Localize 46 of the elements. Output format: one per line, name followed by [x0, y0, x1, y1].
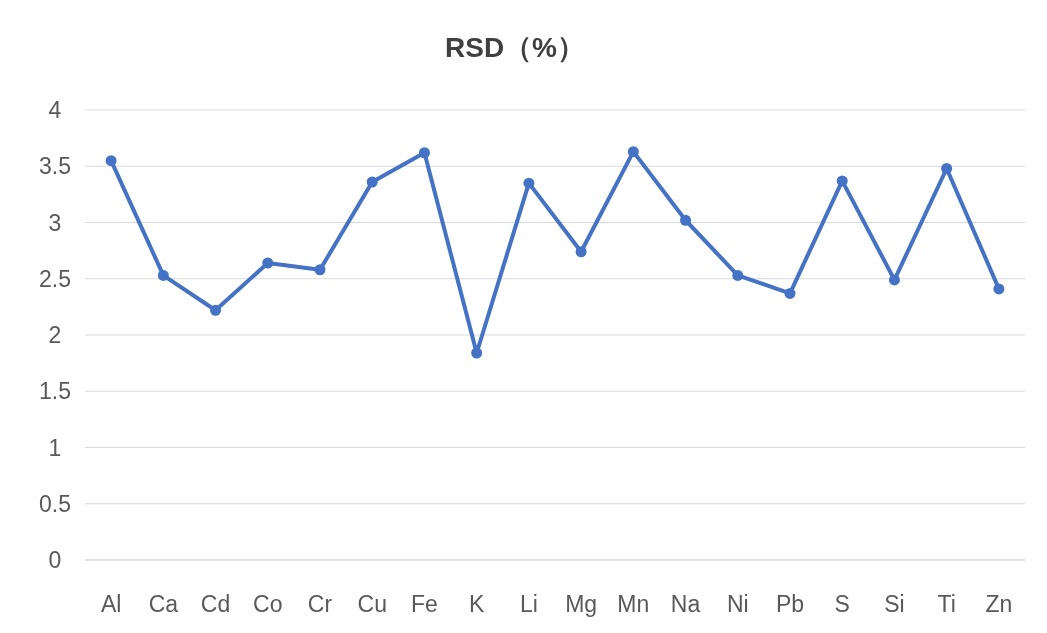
point — [523, 177, 535, 189]
x-tick-label: Ti — [937, 591, 956, 617]
point — [888, 274, 900, 286]
x-tick-label: S — [834, 591, 850, 617]
x-tick-label: Pb — [775, 591, 805, 617]
y-tick-label: 4 — [48, 97, 62, 123]
y-tick-label: 1.5 — [39, 378, 71, 405]
x-tick-label: Al — [100, 591, 122, 617]
point — [941, 163, 953, 174]
x-tick-label: Ca — [148, 591, 179, 617]
y-tick-label: 3.5 — [39, 153, 71, 180]
point — [836, 175, 848, 187]
x-tick-label: Cr — [307, 591, 333, 617]
y-tick-label: 3 — [48, 209, 62, 236]
y-tick-label: 2.5 — [39, 265, 71, 292]
x-tick-label: Na — [670, 591, 701, 617]
x-tick-label: Ni — [726, 591, 749, 617]
y-tick-label: 2 — [48, 322, 62, 348]
point — [105, 155, 117, 167]
point — [262, 257, 274, 269]
point — [575, 246, 587, 258]
point — [210, 304, 222, 316]
x-tick-label: K — [468, 591, 485, 617]
y-tick-label: 1 — [48, 434, 62, 461]
chart-title: RSD（%） — [444, 32, 586, 63]
point — [627, 146, 639, 158]
point — [157, 269, 169, 281]
x-tick-label: Cu — [357, 591, 387, 617]
x-tick-label: Cd — [200, 591, 231, 617]
point — [418, 147, 430, 159]
x-tick-label: Si — [884, 591, 905, 617]
x-tick-label: Li — [519, 591, 538, 617]
x-tick-label: Mn — [617, 591, 650, 617]
point — [314, 264, 326, 276]
point — [680, 214, 692, 226]
point — [366, 176, 378, 188]
x-tick-label: Fe — [411, 591, 438, 617]
point — [993, 283, 1005, 295]
y-tick-label: 0.5 — [39, 490, 71, 517]
y-tick-label: 0 — [48, 547, 62, 573]
x-tick-label: Zn — [985, 591, 1013, 617]
point — [732, 269, 744, 281]
x-tick-label: Co — [253, 591, 283, 617]
x-tick-label: Mg — [565, 591, 598, 617]
point — [784, 287, 796, 299]
point — [471, 347, 483, 359]
